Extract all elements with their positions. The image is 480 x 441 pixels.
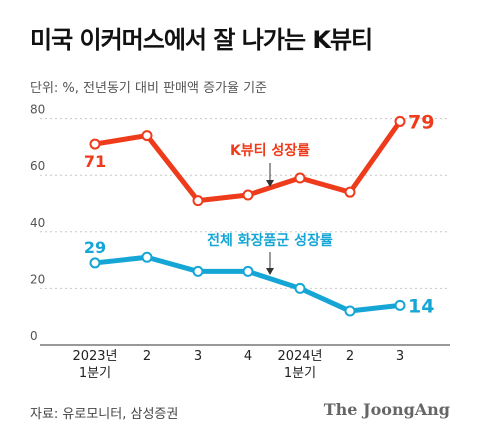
legend-label-total: 전체 화장품군 성장률: [207, 232, 333, 249]
data-label: 29: [84, 238, 106, 257]
annotation-arrowhead: [266, 180, 274, 187]
data-point: [294, 282, 306, 294]
data-point: [394, 299, 406, 311]
data-point: [141, 130, 153, 142]
data-point: [192, 265, 204, 277]
data-point: [344, 186, 356, 198]
x-tick-label: 2: [346, 349, 354, 364]
x-tick-label: 1분기: [79, 366, 111, 381]
x-tick-label: 4: [244, 349, 252, 364]
chart-title: 미국 이커머스에서 잘 나가는 K뷰티: [30, 26, 373, 54]
data-label: 14: [408, 295, 434, 317]
brand-logo: The JoongAng: [323, 400, 450, 419]
legend-label-kbeauty: K뷰티 성장률: [230, 142, 310, 159]
series-line: [92, 254, 403, 314]
data-point: [89, 257, 101, 269]
x-tick-label: 1분기: [284, 366, 316, 381]
data-point: [192, 195, 204, 207]
data-point: [242, 189, 254, 201]
data-label: 79: [408, 111, 434, 133]
y-tick-label: 20: [30, 272, 45, 286]
data-point: [141, 251, 153, 263]
annotation-arrowhead: [266, 268, 274, 275]
source-note: 자료: 유로모니터, 삼성증권: [30, 407, 179, 422]
data-point: [89, 138, 101, 150]
x-tick-label: 2: [143, 349, 151, 364]
y-tick-label: 40: [30, 216, 45, 230]
data-point: [344, 305, 356, 317]
data-point: [294, 172, 306, 184]
x-tick-label: 2024년: [277, 349, 322, 364]
x-axis: 2023년 1분기 2 3 4 2024년 1분기 2 3: [40, 344, 450, 381]
chart-subtitle: 단위: %, 전년동기 대비 판매액 증가율 기준: [30, 81, 268, 96]
x-tick-label: 3: [396, 349, 404, 364]
series-layer: 71 79 29 14: [84, 111, 435, 317]
x-tick-label: 3: [194, 349, 202, 364]
y-tick-label: 80: [30, 103, 45, 117]
y-tick-label: 0: [30, 329, 38, 343]
y-tick-label: 60: [30, 159, 45, 173]
data-point: [394, 115, 406, 127]
series-2: 29 14: [84, 238, 435, 317]
x-tick-label: 2023년: [72, 349, 117, 364]
series-1: 71 79: [84, 111, 434, 207]
data-label: 71: [84, 152, 106, 171]
data-point: [242, 265, 254, 277]
